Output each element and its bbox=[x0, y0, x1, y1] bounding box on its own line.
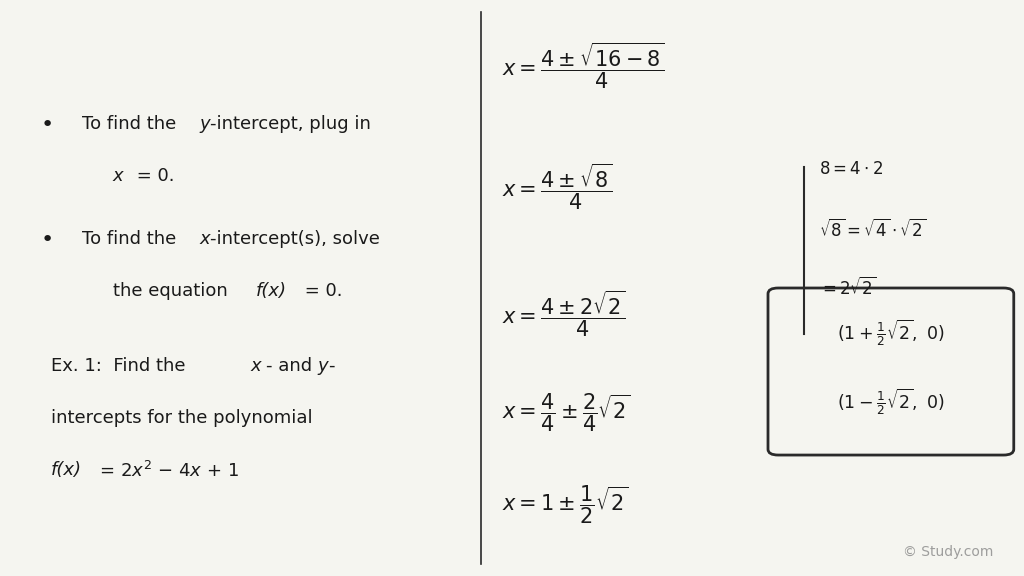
Text: f(x): f(x) bbox=[51, 461, 82, 479]
Text: - and: - and bbox=[266, 357, 318, 375]
Text: $(1 - \frac{1}{2}\sqrt{2},\ 0)$: $(1 - \frac{1}{2}\sqrt{2},\ 0)$ bbox=[838, 386, 944, 417]
Text: $x = \dfrac{4 \pm \sqrt{8}}{4}$: $x = \dfrac{4 \pm \sqrt{8}}{4}$ bbox=[502, 161, 612, 212]
Text: © Study.com: © Study.com bbox=[903, 545, 993, 559]
Text: $x = \dfrac{4}{4} \pm \dfrac{2}{4}\sqrt{2}$: $x = \dfrac{4}{4} \pm \dfrac{2}{4}\sqrt{… bbox=[502, 392, 631, 434]
Text: $8 = 4 \cdot 2$: $8 = 4 \cdot 2$ bbox=[819, 161, 884, 179]
Text: $(1 + \frac{1}{2}\sqrt{2},\ 0)$: $(1 + \frac{1}{2}\sqrt{2},\ 0)$ bbox=[838, 317, 944, 348]
Text: •: • bbox=[41, 115, 54, 135]
Text: $x = \dfrac{4 \pm 2\sqrt{2}}{4}$: $x = \dfrac{4 \pm 2\sqrt{2}}{4}$ bbox=[502, 288, 626, 339]
Text: y: y bbox=[200, 115, 210, 133]
FancyBboxPatch shape bbox=[768, 288, 1014, 455]
Text: = 2$x^2$ $-$ 4$x$ + 1: = 2$x^2$ $-$ 4$x$ + 1 bbox=[94, 461, 239, 481]
Text: To find the: To find the bbox=[82, 115, 182, 133]
Text: y: y bbox=[317, 357, 328, 375]
Text: intercepts for the polynomial: intercepts for the polynomial bbox=[51, 409, 312, 427]
Text: -intercept, plug in: -intercept, plug in bbox=[210, 115, 371, 133]
Text: = 0.: = 0. bbox=[299, 282, 342, 300]
Text: = 0.: = 0. bbox=[131, 167, 174, 185]
Text: Ex. 1:  Find the: Ex. 1: Find the bbox=[51, 357, 191, 375]
Text: $\sqrt{8} = \sqrt{4} \cdot \sqrt{2}$: $\sqrt{8} = \sqrt{4} \cdot \sqrt{2}$ bbox=[819, 219, 927, 241]
Text: f(x): f(x) bbox=[256, 282, 287, 300]
Text: $x = 1 \pm \dfrac{1}{2}\sqrt{2}$: $x = 1 \pm \dfrac{1}{2}\sqrt{2}$ bbox=[502, 484, 628, 526]
Text: $x = \dfrac{4 \pm \sqrt{16 - 8}}{4}$: $x = \dfrac{4 \pm \sqrt{16 - 8}}{4}$ bbox=[502, 40, 665, 91]
Text: -intercept(s), solve: -intercept(s), solve bbox=[210, 230, 380, 248]
Text: -: - bbox=[328, 357, 334, 375]
Text: x: x bbox=[113, 167, 123, 185]
Text: •: • bbox=[41, 230, 54, 251]
Text: $= 2\sqrt{2}$: $= 2\sqrt{2}$ bbox=[819, 276, 877, 298]
Text: To find the: To find the bbox=[82, 230, 182, 248]
Text: x: x bbox=[251, 357, 261, 375]
Text: x: x bbox=[200, 230, 210, 248]
Text: the equation: the equation bbox=[113, 282, 233, 300]
